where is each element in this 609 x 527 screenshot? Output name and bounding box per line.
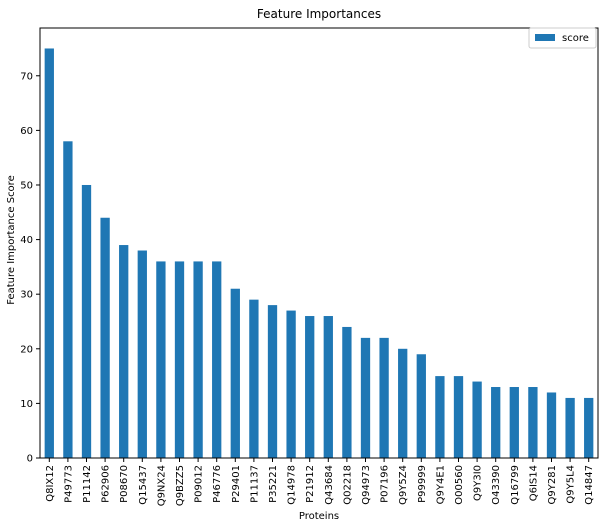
bar	[100, 217, 110, 458]
x-tick-label: Q9Y5L4	[566, 465, 577, 504]
x-tick-label: P62906	[101, 465, 112, 503]
x-tick-label: P11142	[82, 465, 93, 503]
x-axis-title: Proteins	[299, 511, 339, 522]
y-tick-label: 20	[20, 344, 33, 355]
bar	[156, 261, 166, 458]
bar	[193, 261, 203, 458]
bar	[342, 326, 352, 458]
x-axis: Q8IX12 P49773 P11142 P62906 P08670 Q15437 Q9NX…	[45, 458, 595, 506]
bar	[546, 392, 557, 458]
bar	[267, 305, 278, 458]
x-tick-label: P99999	[417, 465, 428, 503]
y-tick-label: 30	[20, 290, 33, 301]
bar	[416, 354, 426, 458]
bar	[453, 376, 464, 458]
bar	[137, 250, 147, 458]
x-tick-label: Q02218	[342, 465, 353, 505]
y-axis: 0 10 20 30 40 50 60 70	[20, 71, 40, 465]
x-tick-label: P09012	[194, 465, 205, 503]
bar	[509, 387, 519, 458]
legend-box	[528, 27, 597, 49]
bar	[398, 348, 408, 458]
bar	[174, 261, 185, 458]
x-tick-label: P11137	[249, 465, 260, 503]
x-tick-label: Q16799	[510, 465, 521, 505]
x-tick-label: Q9Y281	[547, 465, 558, 504]
chart-title: Feature Importances	[257, 7, 381, 21]
bar	[44, 48, 54, 458]
x-tick-label: P08670	[119, 465, 130, 503]
x-tick-label: O00560	[454, 465, 465, 505]
x-tick-label: P29401	[231, 465, 242, 503]
x-tick-label: Q14978	[287, 465, 298, 505]
legend-swatch	[535, 34, 555, 41]
bar	[491, 387, 501, 458]
bar	[528, 387, 538, 458]
bar	[212, 261, 222, 458]
x-tick-label: Q14847	[584, 465, 595, 505]
x-tick-label: Q15437	[138, 465, 149, 505]
x-tick-label: Q94973	[361, 465, 372, 505]
bar	[81, 184, 92, 458]
bar	[119, 245, 129, 458]
y-tick-label: 50	[20, 180, 33, 191]
y-tick-label: 40	[20, 235, 33, 246]
x-tick-label: Q43684	[324, 465, 335, 505]
x-tick-label: Q9Y4E1	[435, 465, 446, 504]
x-tick-label: P49773	[63, 465, 74, 503]
x-tick-label: Q9Y3I0	[473, 465, 484, 501]
x-tick-label: Q9BZZ5	[175, 465, 186, 506]
x-tick-label: P21912	[305, 465, 316, 503]
y-tick-label: 10	[20, 399, 33, 410]
bar	[249, 299, 259, 458]
bar	[63, 141, 73, 459]
x-tick-label: Q8IX12	[45, 465, 56, 502]
bar	[360, 337, 371, 458]
x-tick-label: P35221	[268, 465, 279, 503]
bar	[435, 376, 445, 458]
bar	[472, 381, 482, 458]
y-tick-label: 0	[27, 454, 33, 465]
y-tick-label: 70	[20, 71, 33, 82]
y-axis-title: Feature Importance Score	[6, 175, 17, 304]
x-tick-label: Q6IS14	[528, 465, 539, 501]
x-tick-label: O43390	[491, 465, 502, 505]
bar	[565, 397, 575, 458]
bar	[584, 397, 594, 458]
bar	[286, 310, 296, 458]
y-tick-label: 60	[20, 126, 33, 137]
bar	[379, 337, 389, 458]
x-tick-label: Q9NX24	[156, 465, 167, 506]
plot-area	[39, 27, 599, 459]
legend-label: score	[562, 33, 589, 44]
x-tick-label: P46776	[212, 465, 223, 503]
x-tick-label: Q9Y5Z4	[398, 465, 409, 505]
bar	[323, 316, 333, 458]
bar	[305, 316, 315, 458]
legend: score	[528, 27, 597, 49]
bar	[230, 288, 240, 458]
x-tick-label: P07196	[380, 465, 391, 503]
plot-frame	[39, 27, 599, 459]
